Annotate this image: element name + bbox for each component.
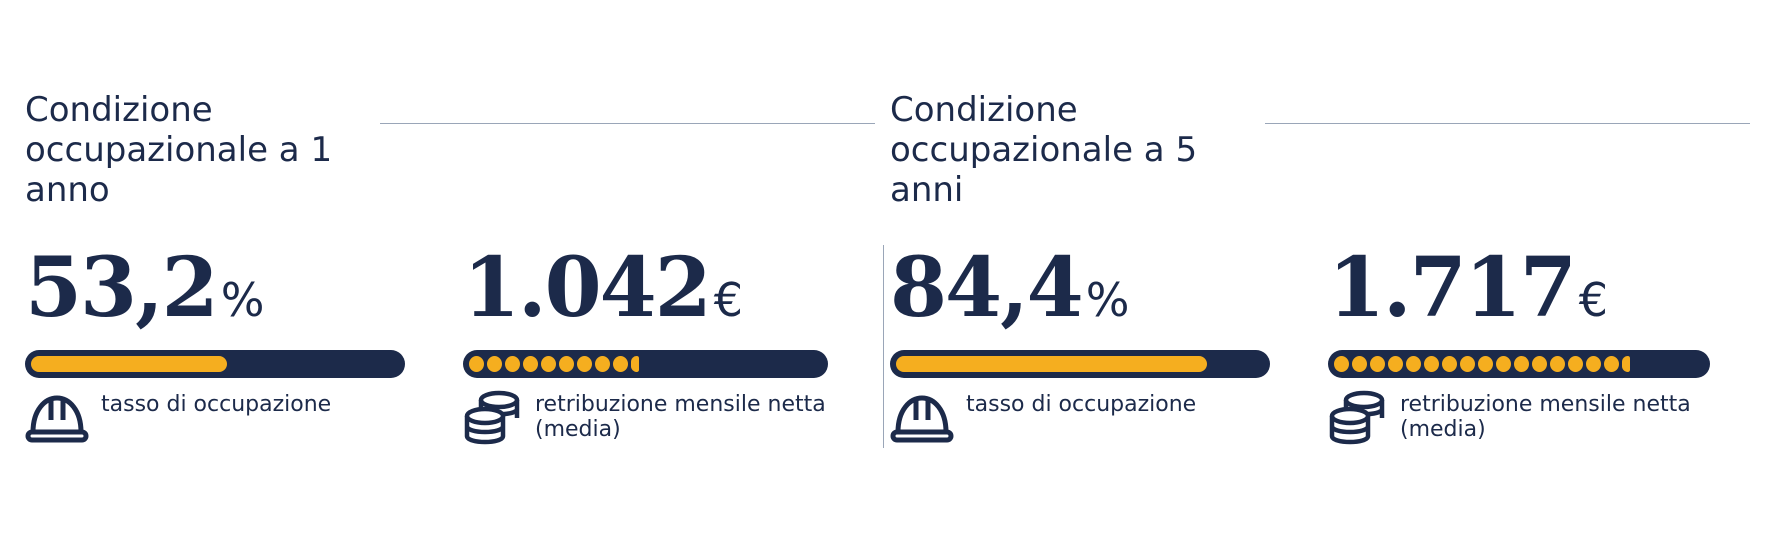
- coin-icon: [595, 356, 610, 372]
- salary-label: retribuzione mensile netta (media): [1400, 392, 1691, 442]
- employment-rate-bar: [890, 350, 1270, 378]
- salary-value: 1.042: [463, 240, 712, 336]
- coin-icon: [1604, 356, 1619, 372]
- coin-icon: [505, 356, 520, 372]
- salary-coin-row: [1334, 356, 1630, 372]
- salary-metric: 1.717€ retribuzione mensile netta (media…: [1328, 238, 1710, 445]
- coin-icon: [487, 356, 502, 372]
- coin-icon: [613, 356, 628, 372]
- coin-icon: [1424, 356, 1439, 372]
- employment-rate-unit: %: [1085, 273, 1130, 327]
- coin-icon: [1550, 356, 1565, 372]
- title-rule: [1265, 123, 1750, 124]
- section-divider: [883, 245, 884, 448]
- salary-metric: 1.042€ retribuzione mensile netta (media…: [463, 238, 828, 445]
- employment-rate-unit: %: [220, 273, 265, 327]
- section-title: Condizione occupazionale a 1 anno: [25, 90, 333, 210]
- employment-rate-label: tasso di occupazione: [101, 392, 332, 417]
- coin-icon: [1568, 356, 1583, 372]
- coin-icon: [1532, 356, 1547, 372]
- salary-bar: [1328, 350, 1710, 378]
- coin-icon: [1388, 356, 1403, 372]
- coin-icon: [1370, 356, 1385, 372]
- employment-rate-bar: [25, 350, 405, 378]
- salary-unit: €: [713, 273, 744, 327]
- coin-icon: [1496, 356, 1511, 372]
- coin-stack-icon: [464, 390, 520, 445]
- employment-rate-fill: [896, 356, 1207, 372]
- coin-icon: [1478, 356, 1493, 372]
- employment-rate-label: tasso di occupazione: [966, 392, 1197, 417]
- hard-hat-icon: [890, 395, 954, 443]
- employment-rate-value: 53,2: [25, 240, 219, 336]
- coin-stack-icon: [1329, 390, 1385, 445]
- coin-icon: [1586, 356, 1601, 372]
- coin-icon: [541, 356, 556, 372]
- title-rule: [380, 123, 875, 124]
- hard-hat-icon: [25, 395, 89, 443]
- coin-icon: [1460, 356, 1475, 372]
- salary-value: 1.717: [1328, 240, 1577, 336]
- coin-icon: [1442, 356, 1457, 372]
- section-5-years: Condizione occupazionale a 5 anni 84,4% …: [890, 0, 1750, 556]
- coin-icon: [1334, 356, 1349, 372]
- coin-icon: [523, 356, 538, 372]
- employment-rate-value: 84,4: [890, 240, 1084, 336]
- section-1-year: Condizione occupazionale a 1 anno 53,2% …: [25, 0, 884, 556]
- employment-metric: 53,2% tasso di occupazione: [25, 238, 405, 443]
- coin-icon: [1514, 356, 1529, 372]
- coin-icon: [1352, 356, 1367, 372]
- coin-icon: [559, 356, 574, 372]
- employment-rate-fill: [31, 356, 227, 372]
- salary-label: retribuzione mensile netta (media): [535, 392, 826, 442]
- partial-coin-icon: [1622, 356, 1630, 372]
- partial-coin-icon: [631, 356, 639, 372]
- coin-icon: [469, 356, 484, 372]
- salary-coin-row: [469, 356, 639, 372]
- salary-unit: €: [1578, 273, 1609, 327]
- section-title: Condizione occupazionale a 5 anni: [890, 90, 1198, 210]
- coin-icon: [1406, 356, 1421, 372]
- coin-icon: [577, 356, 592, 372]
- salary-bar: [463, 350, 828, 378]
- employment-metric: 84,4% tasso di occupazione: [890, 238, 1270, 443]
